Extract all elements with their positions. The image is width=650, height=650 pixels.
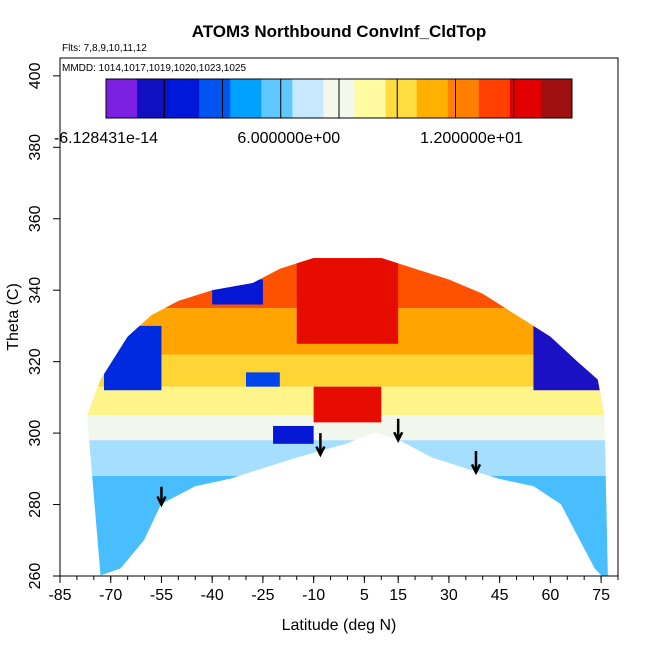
colorbar-swatch — [292, 79, 324, 118]
y-axis: 260 280 300 320 340 360 380 400 — [27, 62, 60, 589]
colorbar-swatch — [199, 79, 231, 118]
colorbar-swatch — [137, 79, 169, 118]
flights-label: Flts: 7,8,9,10,11,12 — [62, 43, 147, 54]
x-tick-label: -70 — [99, 587, 122, 604]
x-tick-label: 60 — [541, 587, 559, 604]
y-tick-label: 360 — [27, 205, 44, 232]
curtain-feature — [246, 372, 280, 387]
curtain-layer — [87, 440, 608, 476]
curtain-layer — [87, 475, 608, 576]
colorbar-swatch — [540, 79, 573, 118]
colorbar-swatch — [261, 79, 293, 118]
curtain-feature — [296, 258, 399, 344]
curtain-feature — [212, 279, 263, 305]
colorbar-swatch — [416, 79, 449, 118]
y-tick-label: 300 — [27, 420, 44, 447]
colorbar-swatch — [354, 79, 387, 118]
dates-label: MMDD: 1014,1017,1019,1020,1023,1025 — [62, 63, 246, 74]
plot-area — [87, 258, 608, 576]
colorbar-tick-label: 6.000000e+00 — [237, 130, 340, 147]
curtain-feature — [103, 325, 162, 391]
curtain-layer — [87, 354, 608, 387]
chart-title: ATOM3 Northbound ConvInf_CldTop — [192, 22, 487, 41]
x-tick-label: -40 — [201, 587, 224, 604]
curtain-feature — [273, 425, 314, 444]
colorbar-swatch — [168, 79, 200, 118]
x-tick-label: -55 — [150, 587, 173, 604]
colorbar-tick-label: 1.200000e+01 — [420, 130, 523, 147]
y-tick-label: 280 — [27, 491, 44, 518]
colorbar-labels: -6.128431e-14 6.000000e+00 1.200000e+01 — [54, 130, 523, 147]
plot-frame — [59, 57, 619, 577]
colorbar-swatch — [230, 79, 262, 118]
arrow-head — [393, 431, 404, 444]
x-axis-label: Latitude (deg N) — [282, 617, 397, 634]
y-tick-label: 400 — [27, 62, 44, 89]
x-tick-label: -85 — [48, 587, 71, 604]
x-tick-label: 75 — [592, 587, 610, 604]
x-axis: -85 -70 -55 -40 -25 -10 5 15 30 45 60 75 — [48, 576, 619, 604]
colorbar — [105, 78, 573, 119]
colorbar-swatch — [509, 79, 542, 118]
y-tick-label: 320 — [27, 348, 44, 375]
colorbar-swatch — [385, 79, 418, 118]
colorbar-swatch — [106, 79, 138, 118]
x-tick-label: 45 — [491, 587, 509, 604]
colorbar-swatch — [447, 79, 480, 118]
y-axis-label: Theta (C) — [5, 283, 22, 351]
x-tick-label: -10 — [302, 587, 325, 604]
curtain-feature — [533, 325, 605, 391]
colorbar-swatch — [478, 79, 511, 118]
y-tick-label: 380 — [27, 134, 44, 161]
arrow-head — [156, 495, 167, 508]
colorbar-frame — [105, 78, 573, 119]
y-tick-label: 260 — [27, 563, 44, 590]
arrow-head — [470, 463, 482, 476]
annotation-layer — [156, 418, 482, 508]
arrow-head — [315, 445, 326, 458]
x-tick-label: 30 — [440, 587, 458, 604]
curtain-feature — [313, 386, 382, 423]
x-tick-label: 5 — [360, 587, 369, 604]
x-tick-label: 15 — [389, 587, 407, 604]
y-tick-label: 340 — [27, 277, 44, 304]
curtain-fill — [87, 258, 608, 576]
colorbar-tick-label: -6.128431e-14 — [54, 130, 158, 147]
x-tick-label: -25 — [251, 587, 274, 604]
